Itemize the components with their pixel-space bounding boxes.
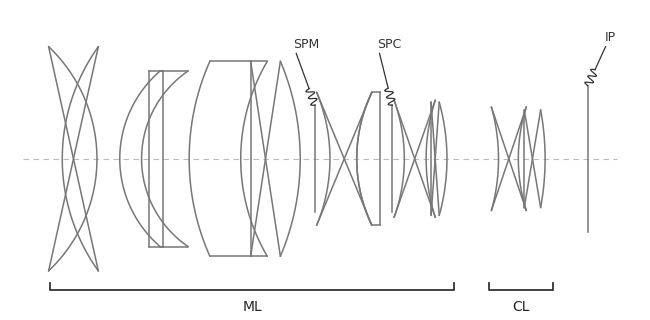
Text: SPM: SPM (293, 37, 319, 51)
Text: IP: IP (605, 31, 616, 44)
Text: ML: ML (242, 300, 262, 314)
Text: SPC: SPC (377, 37, 402, 51)
Text: CL: CL (512, 300, 530, 314)
